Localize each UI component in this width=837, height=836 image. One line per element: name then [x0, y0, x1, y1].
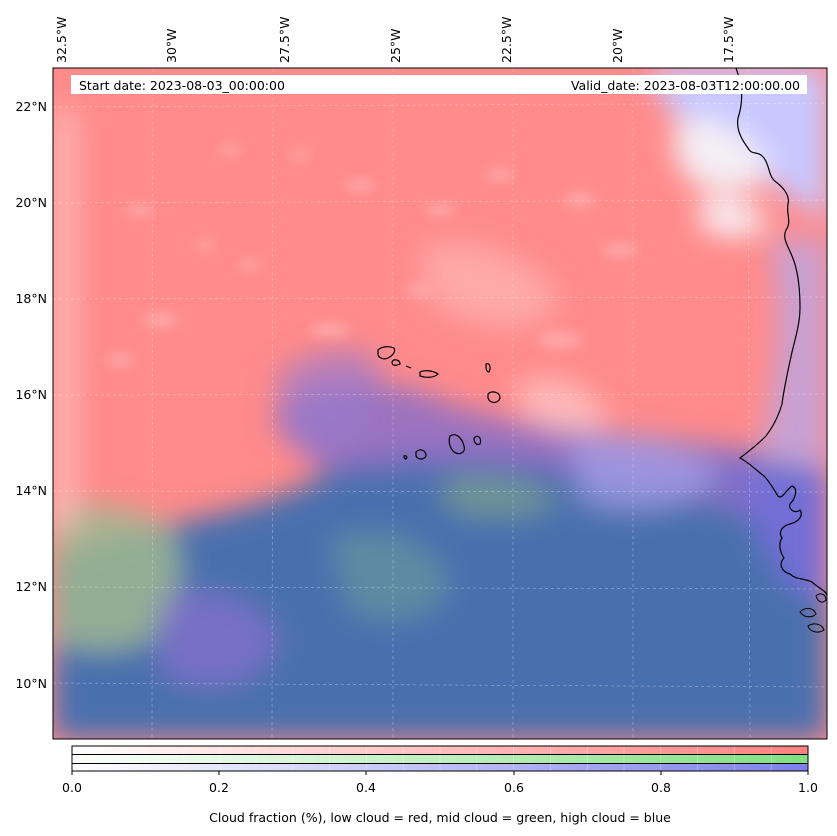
colorbar-tick-label: 1.0 [798, 780, 818, 795]
date-banner: Start date: 2023-08-03_00:00:00 Valid_da… [71, 75, 807, 94]
africa-coastline [735, 68, 827, 597]
map-panel [53, 68, 827, 739]
cloud-field [53, 68, 827, 739]
lon-tick-label: 20°W [610, 28, 625, 63]
pale-strip-west [53, 110, 75, 530]
mid-cloud-patch-south [330, 532, 450, 620]
latitude-ticks: 22°N 20°N 18°N 16°N 14°N 12°N 10°N [15, 99, 47, 691]
colorbar-frame [71, 745, 809, 772]
graticule [53, 68, 827, 739]
island-sao-nicolau [419, 370, 439, 378]
lon-tick-label: 22.5°W [499, 17, 514, 63]
high-cloud-east [760, 240, 827, 470]
map-frame [52, 67, 828, 740]
island-santo-antao [377, 346, 396, 360]
longitude-ticks: 32.5°W 30°W 27.5°W 25°W 22.5°W 20°W 17.5… [54, 17, 736, 63]
high-cloud-patch-southwest [160, 592, 280, 687]
cloud-speckles [106, 145, 638, 366]
island-sal [485, 363, 491, 373]
island-boa-vista [487, 391, 501, 404]
lon-tick-label: 17.5°W [721, 17, 736, 63]
island-sao-vicente [391, 359, 401, 366]
white-cloud-northeast [673, 118, 770, 193]
colorbar-divisions [108, 746, 772, 771]
cape-verde-islands [377, 346, 501, 460]
mid-cloud-patch-center [440, 476, 560, 517]
colorbar-title: Cloud fraction (%), low cloud = red, mid… [209, 810, 671, 825]
mid-cloud-patch-west [53, 505, 181, 652]
colorbar-tick-label: 0.0 [62, 780, 82, 795]
lon-tick-label: 27.5°W [277, 17, 292, 63]
island-santiago [448, 434, 465, 455]
lat-tick-label: 10°N [15, 676, 47, 691]
pale-cloud-south [520, 377, 610, 431]
island-fogo [415, 449, 427, 460]
colorbar-ticks [71, 771, 809, 775]
lat-tick-label: 22°N [15, 99, 47, 114]
mixed-cloud-band-left [275, 349, 380, 450]
lat-tick-label: 20°N [15, 195, 47, 210]
colorbar-high-band [72, 764, 808, 771]
white-cloud-northeast-2 [700, 198, 770, 237]
colorbar-tick-label: 0.8 [651, 780, 671, 795]
bissagos-islands [799, 593, 827, 633]
lavender-patch-right [570, 436, 720, 510]
island-maio [473, 435, 482, 446]
lon-tick-label: 25°W [388, 28, 403, 63]
pale-cloud-center [420, 243, 560, 327]
island-santa-luzia [405, 365, 412, 369]
lat-tick-label: 12°N [15, 579, 47, 594]
island-brava [403, 455, 408, 460]
lat-tick-label: 16°N [15, 387, 47, 402]
valid-date-label: Valid_date: 2023-08-03T12:00:00.00 [571, 78, 800, 93]
colorbar-tick-label: 0.2 [209, 780, 229, 795]
colorbar-tick-label: 0.4 [356, 780, 376, 795]
colorbar-low-band [72, 746, 808, 754]
lat-tick-label: 18°N [15, 291, 47, 306]
lon-tick-label: 32.5°W [54, 17, 69, 63]
high-cloud-southeast [740, 470, 827, 600]
lat-tick-label: 14°N [15, 483, 47, 498]
start-date-label: Start date: 2023-08-03_00:00:00 [79, 78, 285, 93]
colorbar: 0.0 0.2 0.4 0.6 0.8 1.0 Cloud fraction (… [62, 745, 818, 825]
start-date-box [71, 75, 807, 94]
lon-tick-label: 30°W [164, 28, 179, 63]
colorbar-mid-band [72, 755, 808, 763]
colorbar-tick-label: 0.6 [504, 780, 524, 795]
